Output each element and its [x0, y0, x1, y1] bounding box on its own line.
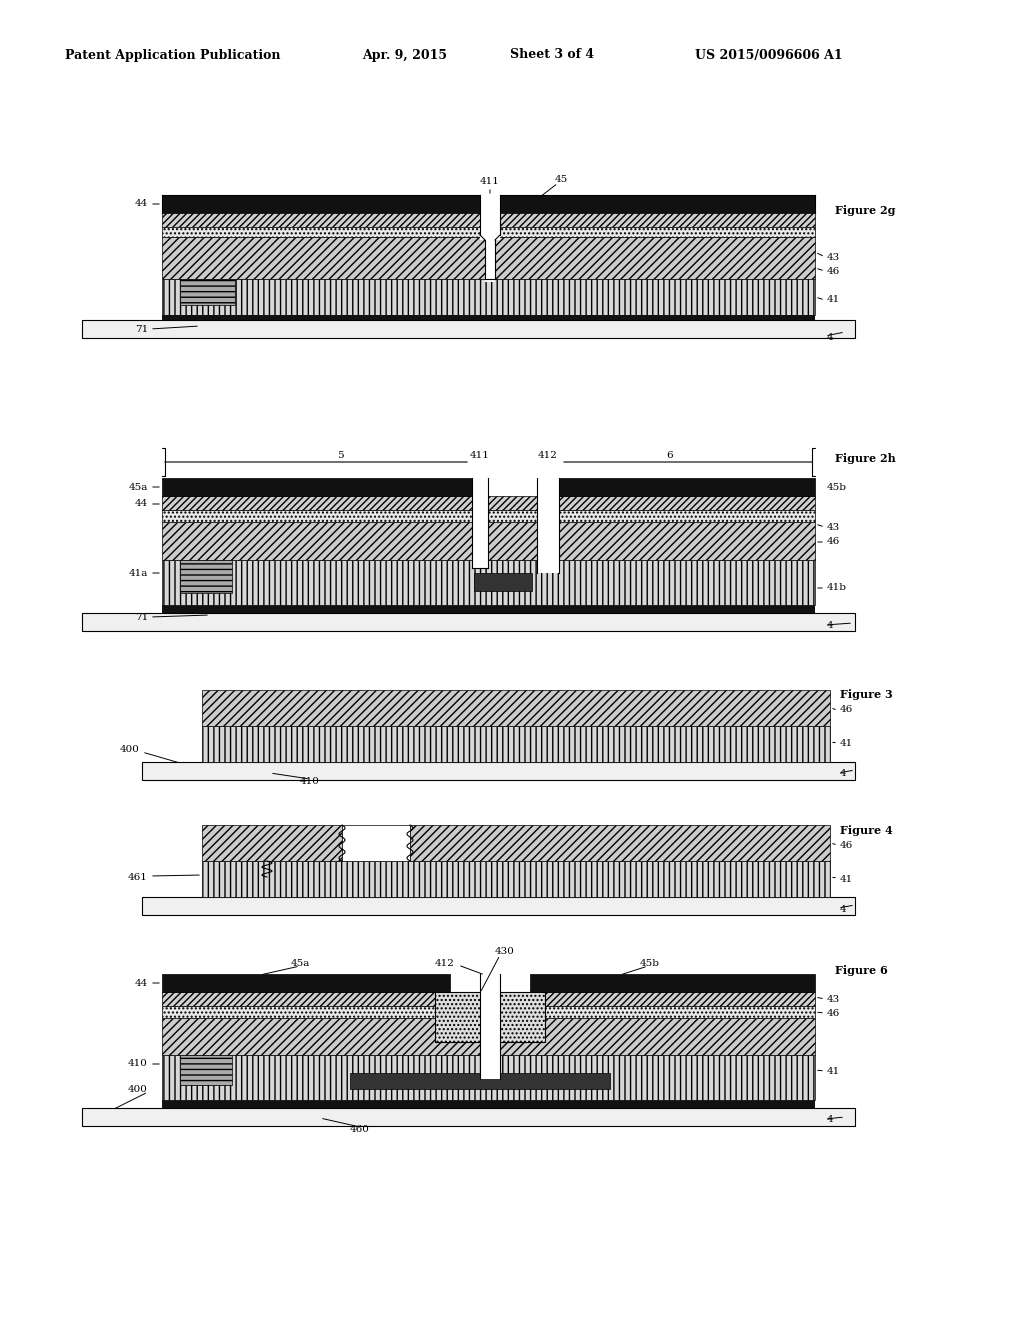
Text: 4: 4: [827, 622, 834, 631]
Text: Apr. 9, 2015: Apr. 9, 2015: [362, 49, 447, 62]
Text: Figure 2g: Figure 2g: [835, 205, 896, 215]
Bar: [82, 1107, 855, 1126]
Text: Patent Application Publication: Patent Application Publication: [65, 49, 281, 62]
Text: 44: 44: [135, 499, 148, 508]
Text: 4: 4: [840, 904, 847, 913]
Text: 410: 410: [300, 777, 319, 787]
Bar: [162, 478, 472, 496]
Text: 412: 412: [538, 450, 558, 459]
Text: 41: 41: [840, 874, 853, 883]
Bar: [162, 227, 815, 238]
Text: 45: 45: [555, 176, 568, 185]
Text: 41: 41: [827, 1068, 841, 1077]
Bar: [162, 496, 815, 510]
Bar: [162, 993, 815, 1006]
Bar: [142, 898, 855, 915]
Bar: [82, 319, 855, 338]
Text: US 2015/0096606 A1: US 2015/0096606 A1: [695, 49, 843, 62]
Text: 43: 43: [827, 253, 841, 263]
Bar: [162, 1018, 815, 1055]
Bar: [162, 238, 815, 279]
Bar: [162, 560, 815, 605]
Bar: [472, 478, 488, 568]
Text: 44: 44: [135, 199, 148, 209]
Bar: [162, 510, 815, 521]
Bar: [142, 762, 855, 780]
Bar: [350, 1073, 610, 1089]
Text: Figure 6: Figure 6: [835, 965, 888, 975]
Text: 46: 46: [840, 841, 853, 850]
Bar: [480, 974, 500, 1078]
Text: 46: 46: [827, 268, 841, 276]
Bar: [202, 690, 830, 726]
Text: 6: 6: [667, 450, 674, 459]
Text: 410: 410: [128, 1060, 148, 1068]
Bar: [162, 213, 815, 227]
Bar: [180, 1055, 232, 1085]
Text: 45a: 45a: [291, 958, 309, 968]
Text: 41: 41: [840, 739, 853, 748]
Text: 71: 71: [135, 614, 148, 623]
Text: 41: 41: [827, 296, 841, 305]
Text: 44: 44: [135, 978, 148, 987]
Text: 461: 461: [128, 873, 148, 882]
Text: 46: 46: [827, 1010, 841, 1019]
Text: Figure 4: Figure 4: [840, 825, 893, 836]
Bar: [162, 974, 450, 993]
Bar: [82, 612, 855, 631]
Bar: [342, 825, 410, 861]
Bar: [162, 315, 815, 319]
Bar: [162, 521, 815, 560]
Bar: [410, 825, 830, 861]
Bar: [202, 726, 830, 762]
Bar: [559, 478, 815, 496]
Bar: [162, 1006, 815, 1018]
Text: 4: 4: [827, 333, 834, 342]
Bar: [162, 605, 815, 612]
Bar: [474, 573, 532, 591]
Text: Sheet 3 of 4: Sheet 3 of 4: [510, 49, 594, 62]
Text: 4: 4: [840, 770, 847, 779]
Bar: [485, 240, 495, 282]
Bar: [180, 279, 234, 305]
Bar: [162, 1055, 815, 1100]
Text: 45b: 45b: [827, 483, 847, 491]
Bar: [435, 993, 545, 1041]
Text: 460: 460: [350, 1126, 370, 1134]
Bar: [500, 195, 815, 213]
Text: 5: 5: [337, 450, 343, 459]
Text: 41a: 41a: [129, 569, 148, 578]
Bar: [162, 195, 480, 213]
Text: Figure 2h: Figure 2h: [835, 453, 896, 463]
Text: Figure 3: Figure 3: [840, 689, 893, 701]
Bar: [202, 825, 342, 861]
Text: 46: 46: [840, 705, 853, 714]
Bar: [202, 861, 830, 898]
Text: 400: 400: [128, 1085, 148, 1094]
Text: 411: 411: [470, 450, 489, 459]
Text: 412: 412: [435, 958, 455, 968]
Text: 45a: 45a: [129, 483, 148, 491]
Text: 46: 46: [827, 537, 841, 546]
Bar: [537, 478, 559, 573]
Bar: [530, 974, 815, 993]
Text: 4: 4: [827, 1115, 834, 1125]
Text: 400: 400: [120, 746, 140, 755]
Bar: [162, 1100, 815, 1107]
Text: 71: 71: [135, 326, 148, 334]
Text: 43: 43: [827, 524, 841, 532]
Text: 41b: 41b: [827, 583, 847, 593]
Text: 45b: 45b: [640, 958, 660, 968]
Text: 411: 411: [480, 177, 500, 186]
Text: 43: 43: [827, 995, 841, 1005]
Bar: [162, 279, 815, 315]
Bar: [480, 195, 500, 240]
Text: 430: 430: [495, 948, 515, 957]
Bar: [180, 560, 232, 593]
